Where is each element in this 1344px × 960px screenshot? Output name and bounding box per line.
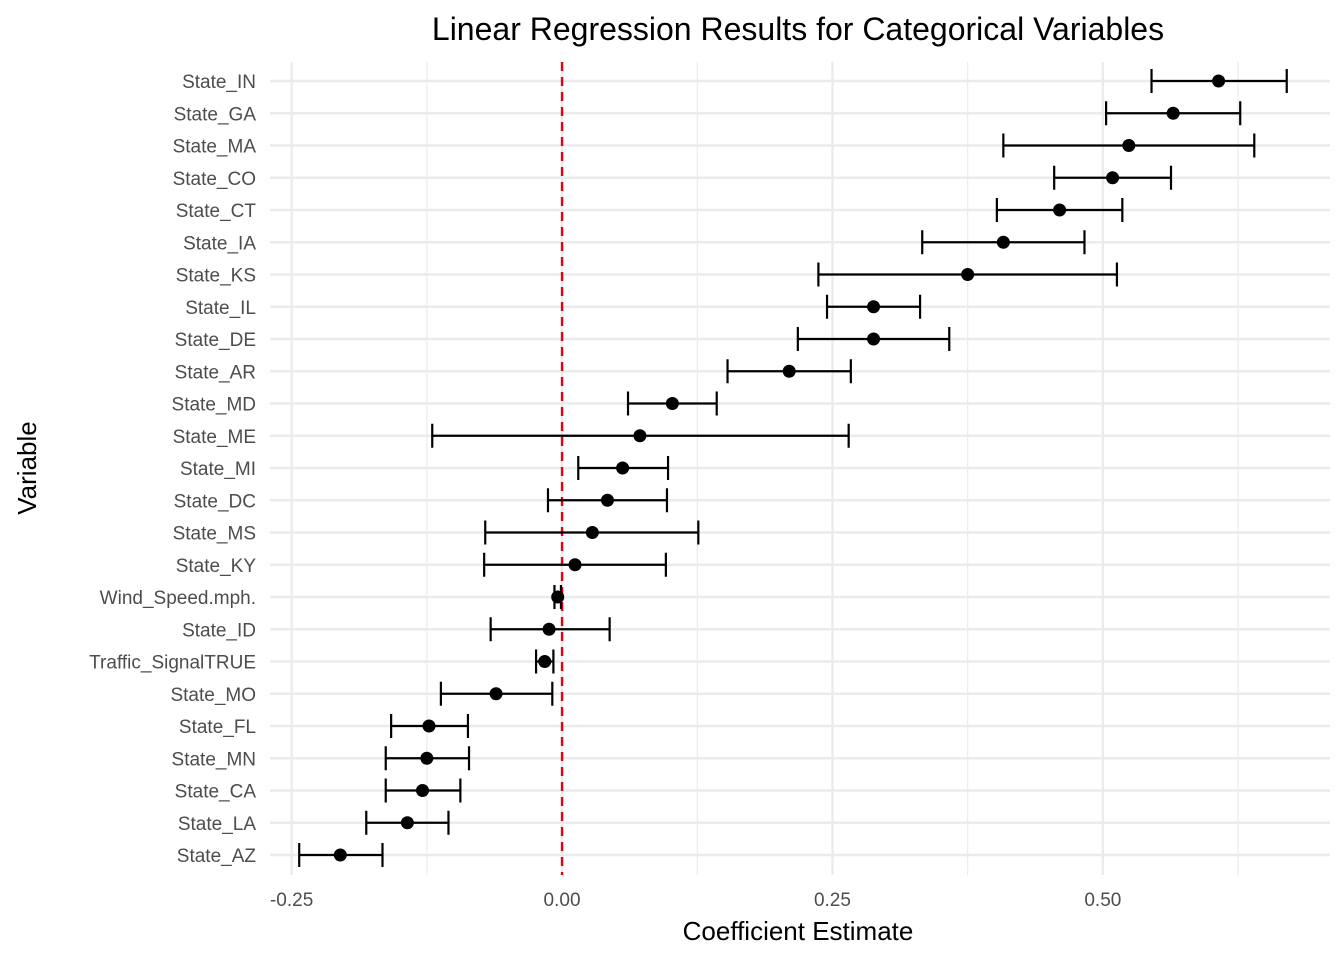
y-tick-label: State_AZ — [177, 846, 257, 867]
estimate-point — [422, 719, 436, 733]
y-tick-label: Wind_Speed.mph. — [100, 588, 256, 609]
x-tick-label: -0.25 — [270, 890, 313, 911]
estimate-point — [1106, 171, 1120, 185]
estimate-point — [420, 751, 434, 765]
estimate-point — [600, 493, 614, 507]
y-tick-label: State_DC — [174, 491, 256, 512]
estimate-point — [542, 622, 556, 636]
estimate-points — [333, 74, 1226, 862]
estimate-point — [996, 235, 1010, 249]
estimate-point — [1166, 106, 1180, 120]
y-tick-label: State_MN — [172, 749, 256, 770]
y-tick-label: State_LA — [178, 814, 256, 835]
y-tick-label: State_CA — [175, 782, 257, 803]
y-axis-title: Variable — [12, 421, 42, 514]
y-tick-label: State_DE — [175, 330, 256, 351]
y-tick-label: State_ID — [182, 620, 256, 641]
y-tick-label: State_IA — [183, 233, 256, 254]
estimate-point — [1053, 203, 1067, 217]
x-tick-label: 0.50 — [1084, 890, 1121, 911]
y-tick-label: State_CT — [176, 201, 257, 222]
estimate-point — [489, 687, 503, 701]
y-tick-label: State_MO — [170, 685, 256, 706]
estimate-point — [400, 816, 414, 830]
y-tick-label: State_FL — [179, 717, 256, 738]
estimate-point — [1212, 74, 1226, 88]
y-tick-label: State_MI — [180, 459, 256, 480]
y-tick-label: State_CO — [173, 169, 256, 190]
error-bars — [298, 69, 1288, 867]
estimate-point — [782, 364, 796, 378]
x-tick-label: 0.00 — [544, 890, 581, 911]
x-tick-label: 0.25 — [814, 890, 851, 911]
y-tick-label: State_MA — [173, 137, 257, 158]
estimate-point — [333, 848, 347, 862]
estimate-point — [867, 300, 881, 314]
y-tick-label: State_MD — [172, 395, 256, 416]
y-tick-label: State_IL — [185, 298, 256, 319]
estimate-point — [1122, 139, 1136, 152]
estimate-point — [551, 590, 565, 604]
chart-title: Linear Regression Results for Categorica… — [432, 11, 1164, 47]
estimate-point — [585, 526, 599, 539]
estimate-point — [633, 429, 647, 443]
estimate-point — [416, 784, 430, 797]
x-tick-labels: -0.25 0.00 0.25 0.50 — [270, 890, 1121, 911]
y-tick-label: State_MS — [173, 524, 256, 545]
estimate-point — [665, 397, 679, 410]
y-tick-label: Traffic_SignalTRUE — [89, 653, 256, 674]
y-tick-label: State_GA — [174, 104, 257, 125]
y-tick-label: State_AR — [175, 362, 256, 383]
estimate-point — [961, 268, 975, 281]
y-tick-label: State_IN — [182, 72, 256, 93]
estimate-point — [538, 655, 552, 668]
y-tick-label: State_KY — [176, 556, 257, 577]
estimate-point — [568, 558, 582, 572]
x-axis-title: Coefficient Estimate — [683, 916, 914, 946]
estimate-point — [867, 332, 881, 346]
y-tick-labels: State_IN State_GA State_MA State_CO State_CT… — [89, 72, 256, 867]
y-tick-label: State_KS — [176, 266, 256, 287]
estimate-point — [616, 461, 630, 475]
y-tick-label: State_ME — [173, 427, 256, 448]
